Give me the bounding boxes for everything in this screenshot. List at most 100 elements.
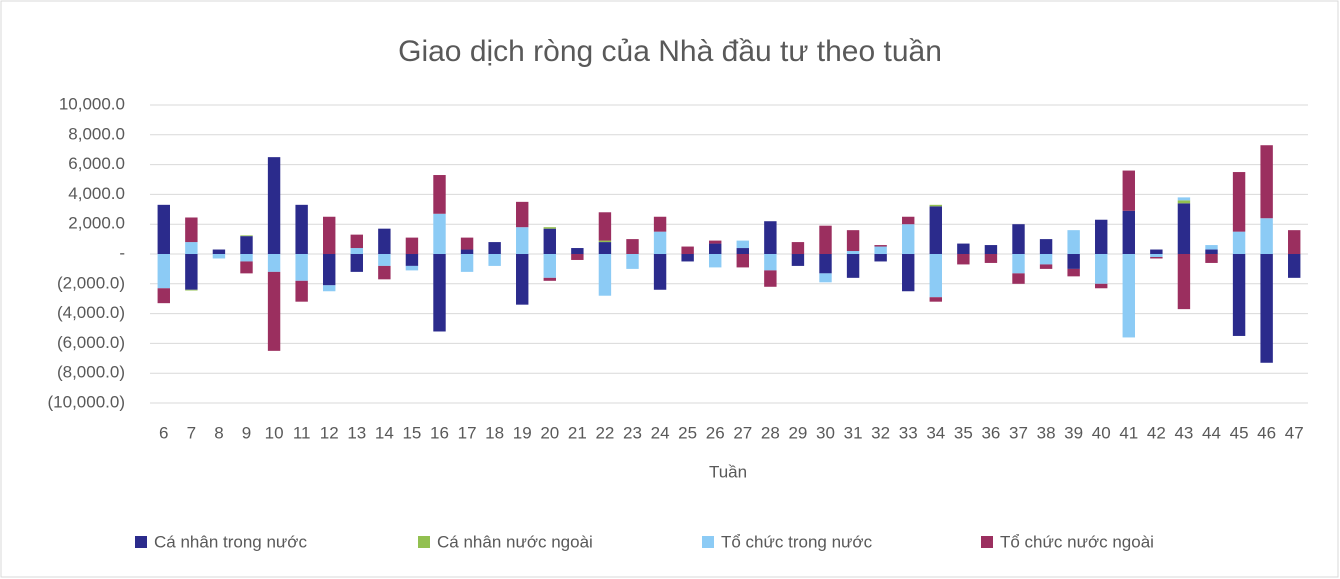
bar-segment: [350, 254, 363, 272]
bar-segment: [405, 265, 419, 271]
bar-segment: [1122, 254, 1135, 338]
x-tick-label: 23: [623, 423, 642, 442]
bar-segment: [1288, 230, 1301, 254]
bar-segment: [433, 213, 446, 254]
bar-segment: [874, 245, 887, 247]
y-tick-label: -: [119, 243, 125, 262]
x-tick-label: 35: [954, 423, 973, 442]
legend-label: Cá nhân nước ngoài: [437, 532, 593, 551]
bar-segment: [240, 261, 253, 274]
x-tick-label: 39: [1064, 423, 1083, 442]
bar-segment: [295, 204, 308, 254]
y-tick-label: 4,000.0: [68, 184, 125, 203]
x-tick-label: 18: [485, 423, 504, 442]
x-tick-label: 47: [1285, 423, 1304, 442]
bar-segment: [1232, 231, 1246, 254]
legend-swatch: [418, 536, 430, 548]
bar-segment: [1039, 264, 1053, 269]
x-tick-label: 38: [1037, 423, 1056, 442]
bar-segment: [1232, 254, 1246, 336]
bar-segment: [1150, 256, 1163, 259]
bar-segment: [295, 254, 308, 281]
bar-segment: [1095, 254, 1108, 284]
x-tick-label: 27: [733, 423, 752, 442]
bar-segment: [1177, 200, 1191, 204]
bar-segment: [488, 242, 501, 254]
bar-segment: [819, 225, 832, 254]
bar-segment: [957, 254, 970, 265]
bar-segment: [571, 248, 584, 254]
bar-segment: [571, 254, 584, 260]
bar-segment: [157, 204, 170, 254]
y-tick-label: 8,000.0: [68, 124, 125, 143]
bar-segment: [1095, 283, 1108, 289]
bar-segment: [323, 285, 336, 292]
bar-segment: [902, 216, 915, 225]
bar-segment: [681, 246, 694, 254]
bar-segment: [791, 254, 805, 266]
bar-segment: [267, 254, 281, 272]
x-tick-label: 24: [651, 423, 670, 442]
bar-segment: [460, 249, 474, 254]
x-tick-label: 43: [1174, 423, 1193, 442]
x-tick-label: 21: [568, 423, 587, 442]
bar-segment: [709, 254, 722, 268]
bar-segment: [1177, 254, 1191, 310]
bar-segment: [736, 248, 749, 254]
bar-segment: [1039, 254, 1053, 265]
bar-segment: [543, 227, 556, 229]
bar-segment: [295, 280, 308, 302]
bar-segment: [185, 289, 198, 291]
bar-segment: [1122, 170, 1135, 211]
x-tick-label: 37: [1009, 423, 1028, 442]
bar-segment: [185, 217, 198, 243]
bar-segment: [764, 221, 777, 254]
x-tick-label: 20: [540, 423, 559, 442]
legend-swatch: [981, 536, 993, 548]
bar-segment: [1150, 249, 1163, 254]
bar-segment: [405, 237, 419, 254]
bar-segment: [185, 254, 198, 290]
bar-segment: [516, 254, 529, 305]
y-tick-label: (4,000.0): [57, 303, 125, 322]
bar-segment: [929, 254, 942, 298]
bar-segment: [1260, 145, 1273, 219]
bar-segment: [1205, 249, 1218, 254]
legend-swatch: [135, 536, 147, 548]
bar-segment: [1122, 210, 1135, 254]
bar-segment: [791, 242, 805, 254]
bar-segment: [1095, 219, 1108, 254]
bar-segment: [598, 240, 612, 243]
bar-segment: [488, 254, 501, 266]
x-axis-label: Tuần: [709, 462, 747, 481]
x-tick-label: 46: [1257, 423, 1276, 442]
x-tick-label: 8: [214, 423, 223, 442]
bar-segment: [929, 206, 942, 254]
legend-label: Cá nhân trong nước: [154, 532, 307, 551]
y-tick-label: (6,000.0): [57, 333, 125, 352]
x-tick-label: 29: [788, 423, 807, 442]
bar-segment: [1288, 254, 1301, 278]
y-tick-label: (8,000.0): [57, 363, 125, 382]
bar-segment: [240, 236, 253, 254]
x-tick-label: 36: [981, 423, 1000, 442]
bar-segment: [764, 254, 777, 271]
bar-segment: [1260, 218, 1273, 254]
y-tick-label: 10,000.0: [59, 94, 125, 113]
x-tick-label: 45: [1230, 423, 1249, 442]
bar-segment: [1232, 172, 1246, 232]
y-tick-label: 2,000.0: [68, 214, 125, 233]
x-tick-label: 30: [816, 423, 835, 442]
bar-segment: [1067, 230, 1080, 254]
bar-segment: [626, 254, 639, 269]
bar-segment: [598, 254, 612, 296]
bar-segment: [1039, 239, 1053, 254]
bar-segment: [902, 254, 915, 292]
bar-segment: [543, 277, 556, 281]
bar-segment: [543, 254, 556, 278]
bar-segment: [681, 254, 694, 262]
bar-segment: [874, 246, 887, 254]
y-tick-label: 6,000.0: [68, 154, 125, 173]
x-tick-label: 25: [678, 423, 697, 442]
